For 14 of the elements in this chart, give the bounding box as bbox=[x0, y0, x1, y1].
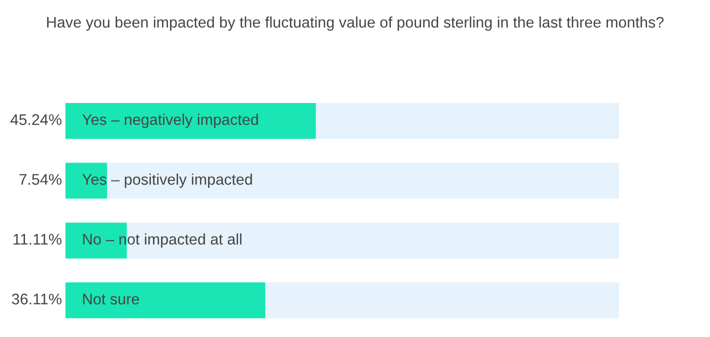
bar bbox=[107, 162, 620, 199]
bar bbox=[65, 282, 266, 318]
data-label: 7.54% bbox=[19, 174, 62, 185]
bar bbox=[316, 102, 620, 139]
data-label: 11.11% bbox=[14, 234, 62, 245]
y-tick-label: Not sure bbox=[83, 294, 139, 304]
chart-title: Have you been impacted by the fluctuating value of pound sterling in the last three months? bbox=[47, 16, 664, 31]
data-label: 45.24% bbox=[10, 114, 62, 125]
data-label: 36.11% bbox=[12, 294, 62, 304]
y-tick-label: Yes – negatively impacted bbox=[82, 114, 258, 128]
bar bbox=[65, 162, 108, 199]
y-tick-label: Yes – positively impacted bbox=[82, 174, 252, 188]
bar bbox=[65, 102, 316, 139]
bar bbox=[265, 282, 620, 318]
